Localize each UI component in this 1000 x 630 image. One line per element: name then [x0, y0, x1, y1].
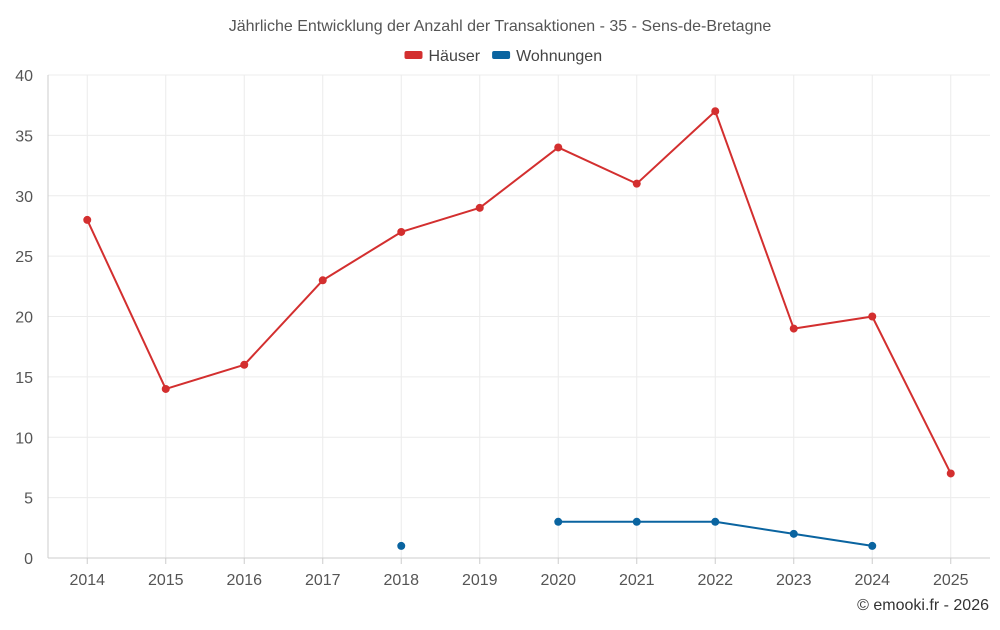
x-tick-label: 2014	[69, 572, 105, 589]
data-point	[554, 143, 563, 152]
legend-item[interactable]: Häuser	[404, 48, 481, 65]
y-tick-label: 25	[15, 249, 33, 266]
legend-label: Häuser	[429, 48, 481, 65]
y-tick-label: 0	[24, 551, 33, 568]
data-point	[554, 517, 563, 526]
y-tick-label: 30	[15, 189, 33, 206]
data-point	[946, 469, 955, 478]
y-tick-label: 40	[15, 68, 33, 85]
data-point	[318, 276, 327, 285]
data-point	[161, 384, 170, 393]
data-point	[868, 541, 877, 550]
data-point	[632, 517, 641, 526]
legend[interactable]: Häuser Wohnungen	[404, 48, 603, 65]
y-tick-label: 20	[15, 310, 33, 327]
legend-label: Wohnungen	[516, 48, 602, 65]
y-tick-label: 15	[15, 370, 33, 387]
x-tick-label: 2017	[305, 572, 341, 589]
x-tick-label: 2018	[383, 572, 419, 589]
x-tick-label: 2020	[540, 572, 576, 589]
data-point	[789, 529, 798, 538]
grid	[48, 74, 990, 558]
series-wohnungen	[397, 517, 877, 550]
data-point	[397, 541, 406, 550]
credit-text: © emooki.fr - 2026	[857, 597, 989, 614]
legend-swatch	[404, 51, 423, 59]
data-point	[711, 107, 720, 116]
chart-title: Jährliche Entwicklung der Anzahl der Tra…	[229, 18, 772, 35]
data-point	[397, 227, 406, 236]
x-tick-label: 2015	[148, 572, 184, 589]
series-häuser	[83, 107, 955, 478]
series-line	[86, 110, 952, 474]
y-tick-label: 35	[15, 128, 33, 145]
data-point	[240, 360, 249, 369]
data-point	[83, 215, 92, 224]
data-point	[632, 179, 641, 188]
data-point	[789, 324, 798, 333]
x-tick-label: 2024	[854, 572, 890, 589]
data-point	[475, 203, 484, 212]
legend-swatch	[492, 51, 511, 59]
x-tick-label: 2021	[619, 572, 655, 589]
x-tick-label: 2023	[776, 572, 812, 589]
data-point	[711, 517, 720, 526]
data-point	[868, 312, 877, 321]
y-tick-label: 10	[15, 430, 33, 447]
legend-item[interactable]: Wohnungen	[492, 48, 602, 65]
y-tick-label: 5	[24, 491, 33, 508]
x-tick-label: 2016	[226, 572, 262, 589]
x-tick-label: 2025	[933, 572, 969, 589]
x-tick-label: 2022	[697, 572, 733, 589]
x-tick-label: 2019	[462, 572, 498, 589]
series-layer	[83, 107, 955, 550]
